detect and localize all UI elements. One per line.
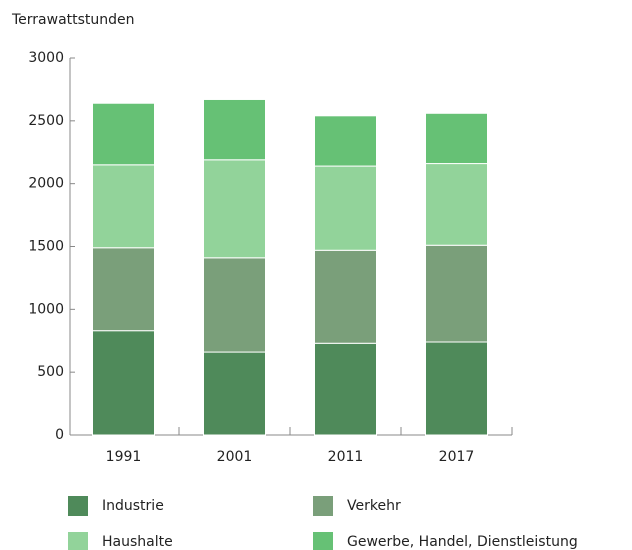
legend-label: Haushalte [102,534,173,550]
legend-label: Industrie [102,498,164,514]
y-tick-label: 2000 [28,176,64,192]
legend-label: Gewerbe, Handel, Dienstleistung [347,534,578,550]
bar-segment [425,244,488,343]
bar-segment [314,165,377,251]
bar-segment [314,115,377,167]
bar-segment [425,163,488,246]
bar-segment [92,102,155,166]
bar-segment [92,247,155,332]
legend-swatch [313,532,333,550]
y-tick-label: 3000 [28,50,64,66]
bar-segment [92,330,155,436]
y-tick-label: 500 [37,364,64,380]
legend-swatch [68,496,88,516]
bar-segment [92,164,155,249]
legend-label: Verkehr [347,498,401,514]
bar-segment [314,342,377,436]
y-tick-label: 2500 [28,113,64,129]
y-tick-label: 0 [55,427,64,443]
x-tick-label: 1991 [106,449,142,465]
bar-segment [314,249,377,344]
y-axis-label: Terrawattstunden [11,12,135,28]
x-tick-label: 2001 [217,449,253,465]
bar-segment [203,98,266,161]
bar-segment [425,341,488,436]
x-tick-label: 2011 [328,449,364,465]
y-tick-label: 1500 [28,239,64,255]
y-tick-label: 1000 [28,301,64,317]
legend-swatch [313,496,333,516]
bar-segment [203,351,266,436]
bar-segment [203,159,266,259]
legend-swatch [68,532,88,550]
x-tick-label: 2017 [439,449,475,465]
bar-segment [203,257,266,353]
bar-segment [425,112,488,165]
